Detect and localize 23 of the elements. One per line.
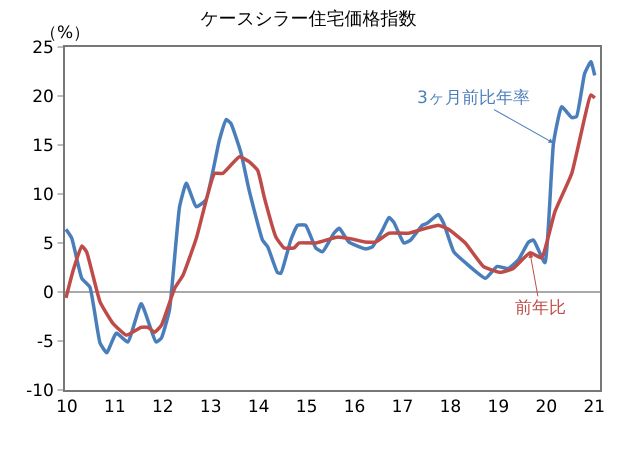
x-tick-label: 19	[488, 397, 510, 418]
y-tick-label: 5	[43, 234, 54, 254]
x-tick-label: 13	[200, 397, 222, 418]
x-tick-label: 10	[56, 397, 78, 418]
series-label: 3ヶ月前比年率	[417, 88, 530, 108]
y-tick-label: -5	[36, 332, 54, 352]
y-tick-label: 15	[32, 136, 54, 156]
x-tick-label: 12	[152, 397, 174, 418]
x-tick-label: 18	[440, 397, 462, 418]
x-tick-label: 21	[583, 397, 606, 418]
x-tick-label: 16	[344, 397, 366, 418]
x-tick-label: 14	[248, 397, 270, 418]
y-tick-label: 20	[32, 86, 54, 107]
x-tick-label: 11	[104, 397, 126, 418]
chart-title: ケースシラー住宅価格指数	[200, 8, 416, 30]
y-tick-label: 0	[43, 282, 54, 303]
series-label: 前年比	[515, 298, 566, 318]
x-tick-label: 15	[296, 397, 318, 418]
line-series	[65, 60, 596, 355]
y-tick-label: -10	[26, 380, 54, 401]
x-tick-label: 20	[535, 397, 558, 418]
y-tick-label: 10	[32, 184, 54, 205]
x-tick-label: 17	[392, 397, 414, 418]
